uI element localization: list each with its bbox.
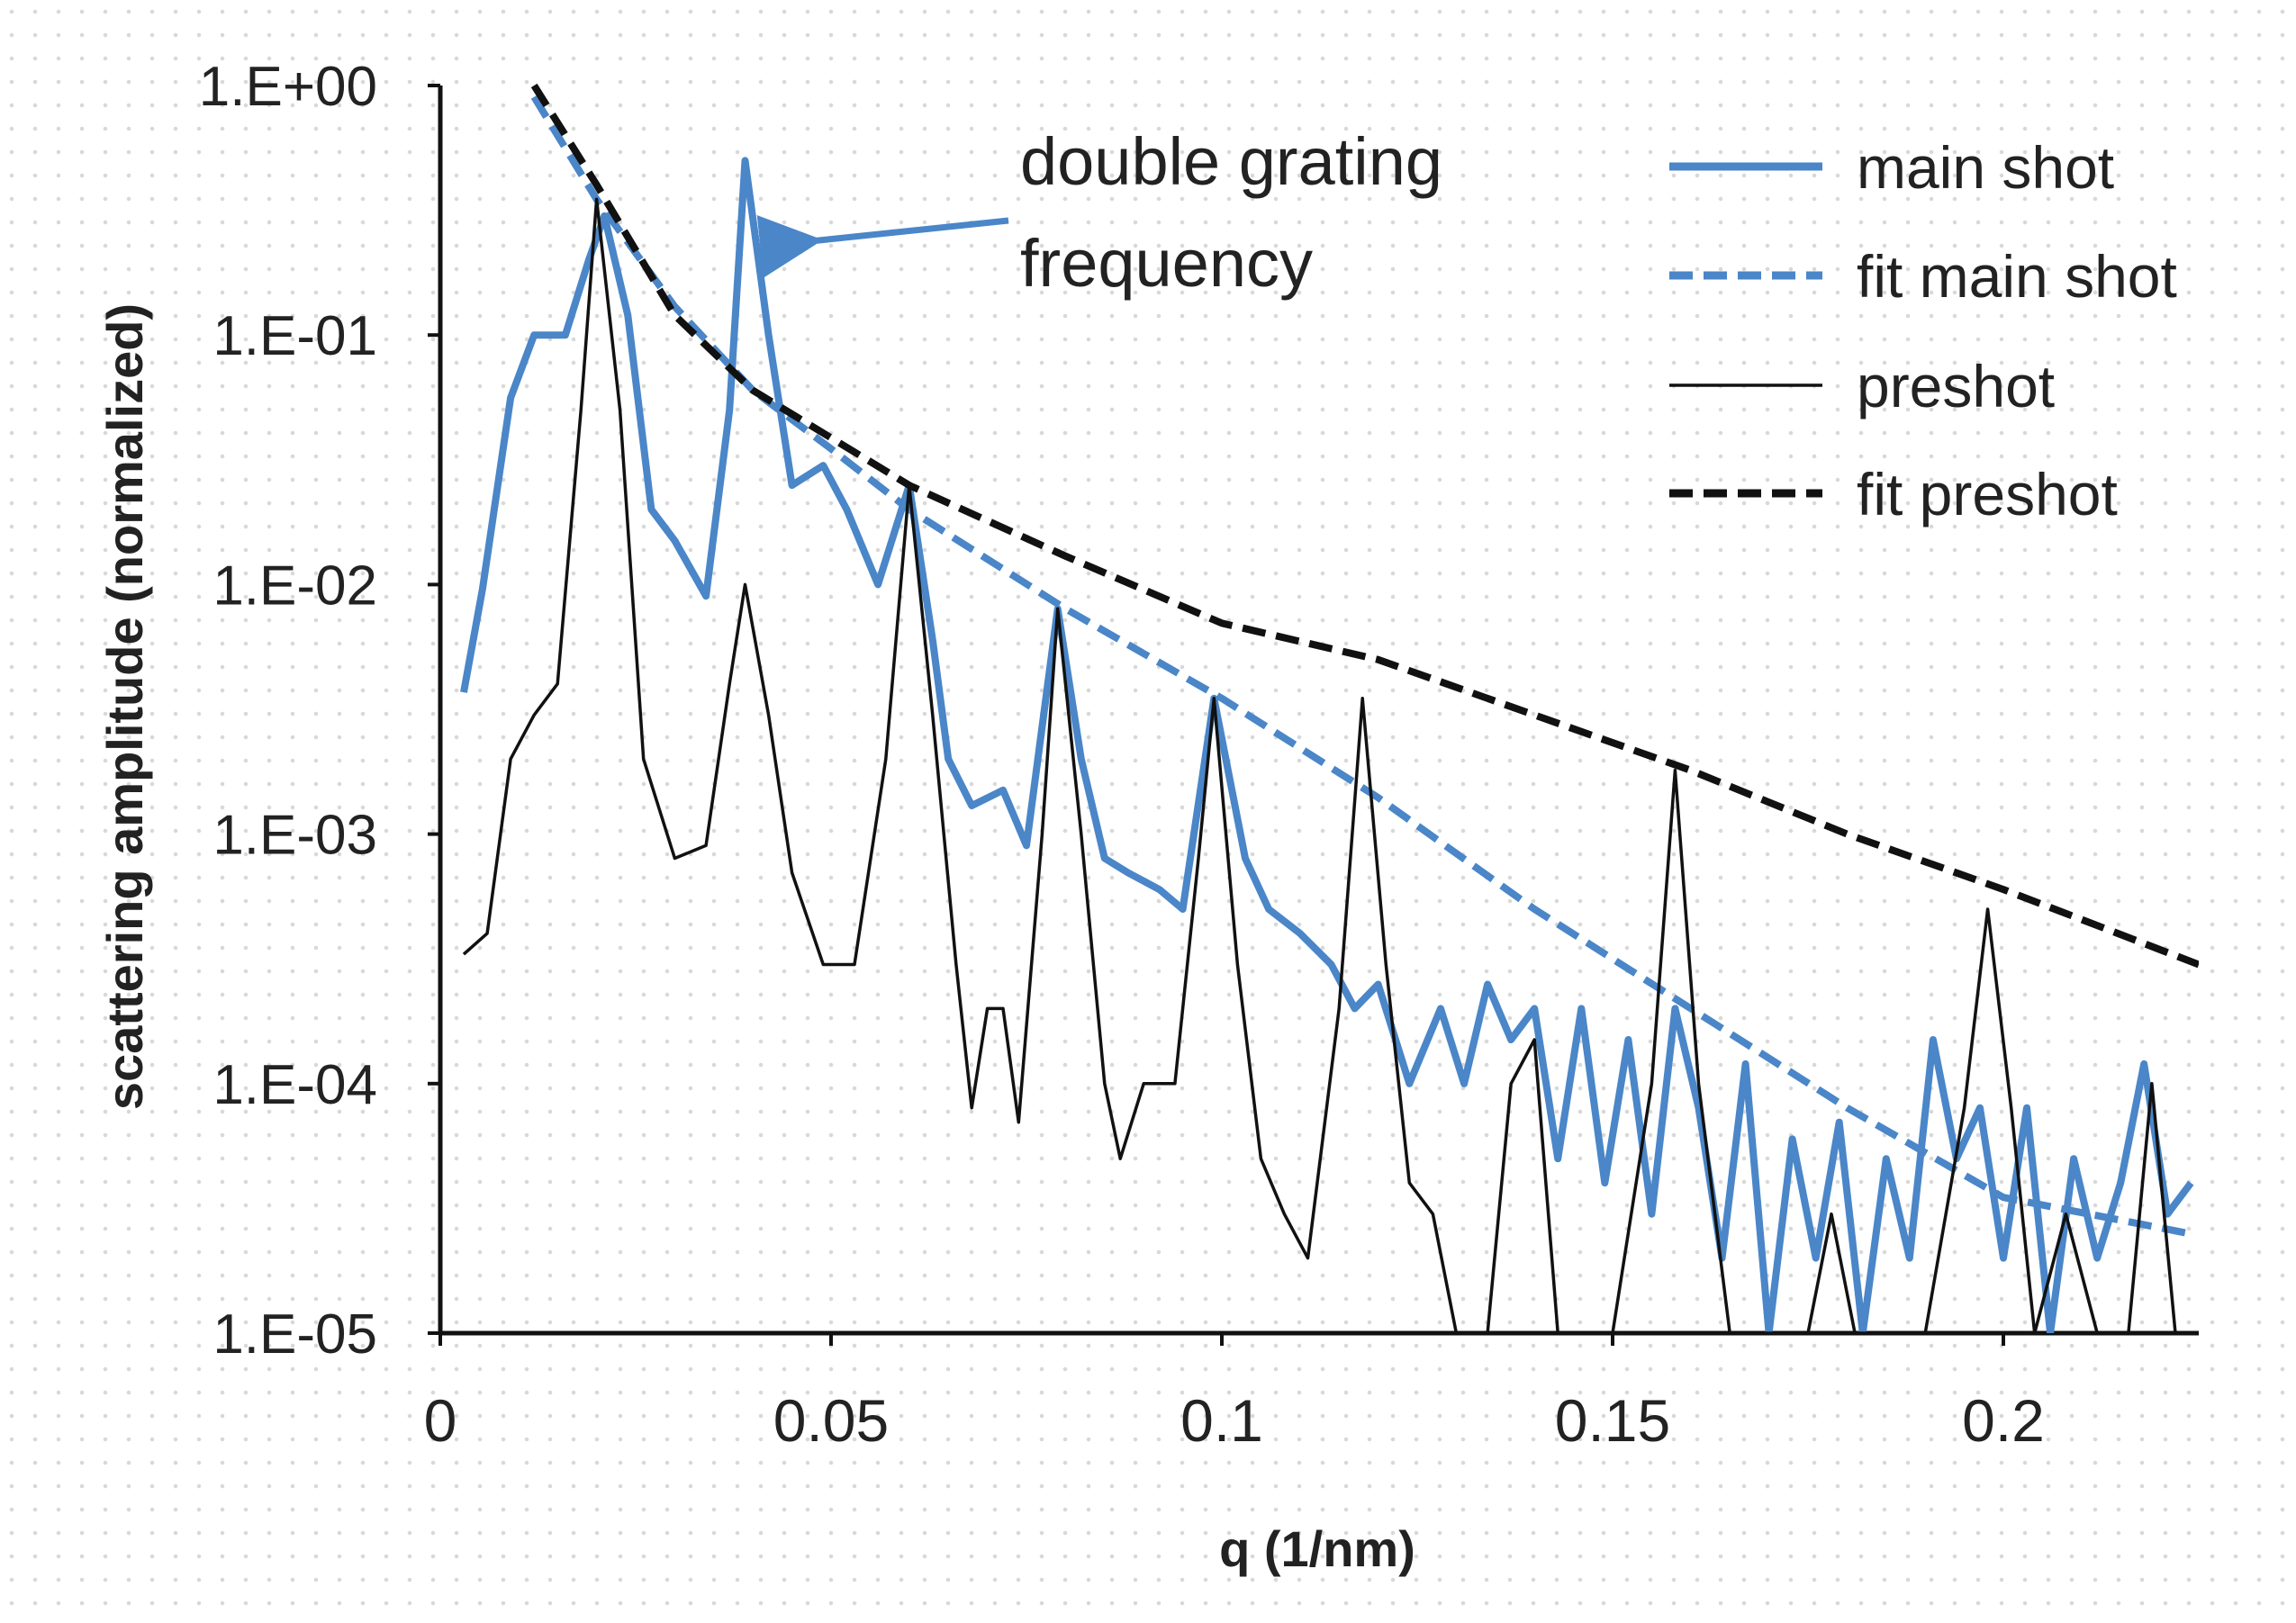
x-axis-label: q (1/nm): [1219, 1520, 1415, 1577]
y-tick-label: 1.E+00: [199, 56, 377, 118]
x-tick-label: 0.1: [1180, 1387, 1263, 1454]
x-tick-label: 0.05: [773, 1387, 889, 1454]
x-tick-label: 0: [424, 1387, 457, 1454]
y-axis-label: scattering amplitude (normalized): [96, 303, 153, 1110]
x-tick-label: 0.15: [1555, 1387, 1670, 1454]
series-line: [530, 83, 2199, 969]
series-line: [530, 95, 2192, 1238]
annotation: frequency: [1020, 226, 1313, 301]
y-tick-label: 1.E-02: [212, 555, 377, 617]
y-tick-label: 1.E-01: [212, 305, 377, 367]
annotation-arrow: [756, 215, 1009, 278]
annotation: double grating: [1020, 124, 1442, 199]
plot-area: [460, 83, 2199, 1333]
legend-label: main shot: [1857, 134, 2114, 201]
y-tick-label: 1.E-05: [212, 1303, 377, 1366]
legend-label: fit main shot: [1857, 243, 2177, 310]
series-line: [460, 157, 2194, 1333]
legend-label: preshot: [1857, 353, 2055, 419]
x-tick-label: 0.2: [1962, 1387, 2045, 1454]
series-line: [462, 197, 2177, 1333]
y-tick-label: 1.E-03: [212, 805, 377, 867]
legend-label: fit preshot: [1857, 461, 2118, 527]
y-tick-label: 1.E-04: [212, 1054, 377, 1116]
